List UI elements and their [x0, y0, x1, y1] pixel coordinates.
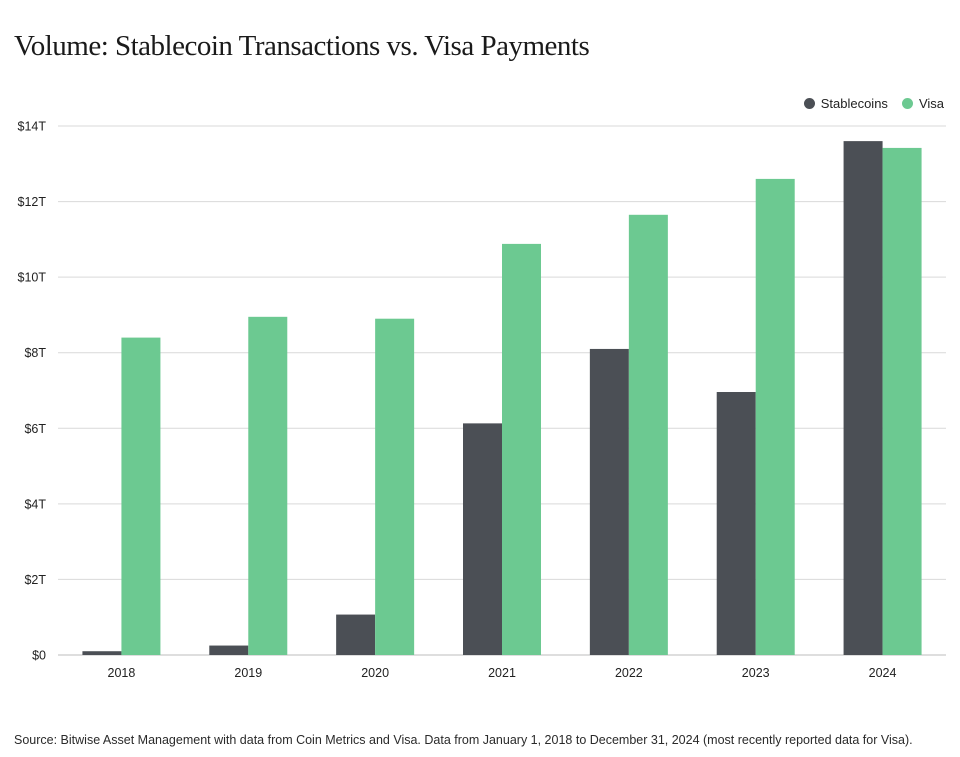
legend-swatch-stablecoins	[803, 98, 815, 109]
y-tick-label: $0	[32, 649, 46, 663]
y-tick-label: $14T	[18, 120, 47, 134]
y-tick-label: $10T	[18, 271, 47, 285]
bar-stablecoins-2020	[336, 614, 376, 655]
bar-visa-2024	[882, 147, 922, 655]
bar-visa-2022	[628, 214, 668, 655]
bar-visa-2019	[248, 316, 288, 655]
legend-item-stablecoins: Stablecoins	[803, 96, 888, 111]
bar-visa-2020	[375, 318, 415, 655]
x-tick-label: 2018	[108, 666, 136, 680]
bar-stablecoins-2018	[82, 651, 122, 655]
bar-stablecoins-2022	[589, 348, 629, 655]
chart-title: Volume: Stablecoin Transactions vs. Visa…	[14, 30, 590, 62]
x-tick-label: 2021	[488, 666, 516, 680]
bar-visa-2023	[755, 178, 795, 655]
y-tick-label: $8T	[24, 346, 46, 360]
legend-item-visa: Visa	[901, 96, 944, 111]
bar-visa-2018	[121, 337, 161, 655]
y-tick-label: $6T	[24, 422, 46, 436]
legend-label-visa: Visa	[918, 96, 944, 111]
source-note: Source: Bitwise Asset Management with da…	[14, 733, 913, 747]
bar-stablecoins-2019	[209, 645, 249, 655]
bar-stablecoins-2024	[843, 141, 883, 656]
y-tick-label: $2T	[24, 573, 46, 587]
bar-stablecoins-2021	[463, 423, 502, 655]
legend: Stablecoins Visa	[803, 96, 944, 111]
x-tick-label: 2022	[615, 666, 643, 680]
legend-label-stablecoins: Stablecoins	[820, 96, 888, 111]
x-tick-label: 2023	[742, 666, 770, 680]
x-tick-label: 2019	[234, 666, 262, 680]
y-tick-label: $4T	[24, 497, 46, 511]
x-tick-label: 2020	[361, 666, 389, 680]
x-tick-label: 2024	[869, 666, 897, 680]
bar-stablecoins-2023	[716, 392, 756, 655]
y-tick-label: $12T	[18, 195, 47, 209]
legend-swatch-visa	[901, 98, 913, 109]
bar-visa-2021	[502, 243, 541, 656]
